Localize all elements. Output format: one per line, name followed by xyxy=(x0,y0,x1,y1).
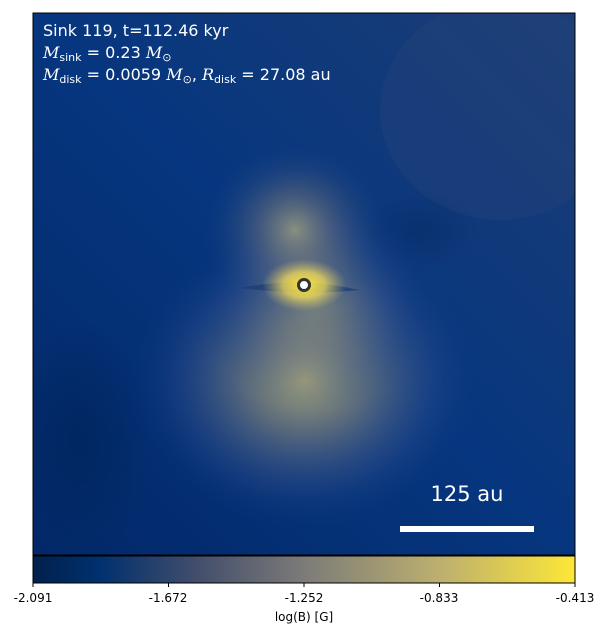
scale-bar-label: 125 au xyxy=(430,482,504,506)
colorbar-ticks xyxy=(32,583,576,587)
colorbar-axis-label: log(B) [G] xyxy=(274,610,334,624)
scale-bar xyxy=(400,526,534,532)
colorbar-tick-label: -0.833 xyxy=(419,591,459,605)
plot-frame xyxy=(32,12,576,556)
disk-properties-label: Mdisk = 0.0059 M⊙, Rdisk = 27.08 au xyxy=(43,65,331,86)
colorbar-tick-label: -1.252 xyxy=(284,591,324,605)
colorbar-tick-label: -2.091 xyxy=(13,591,53,605)
colorbar-tick-label: -1.672 xyxy=(148,591,188,605)
sink-mass-label: Msink = 0.23 M⊙ xyxy=(43,43,172,64)
colorbar xyxy=(32,555,576,584)
colorbar-tick-label: -0.413 xyxy=(555,591,595,605)
sink-label: Sink 119, t=112.46 kyr xyxy=(43,21,229,40)
sink-particle-marker xyxy=(297,278,311,292)
field-map-panel xyxy=(33,13,575,555)
